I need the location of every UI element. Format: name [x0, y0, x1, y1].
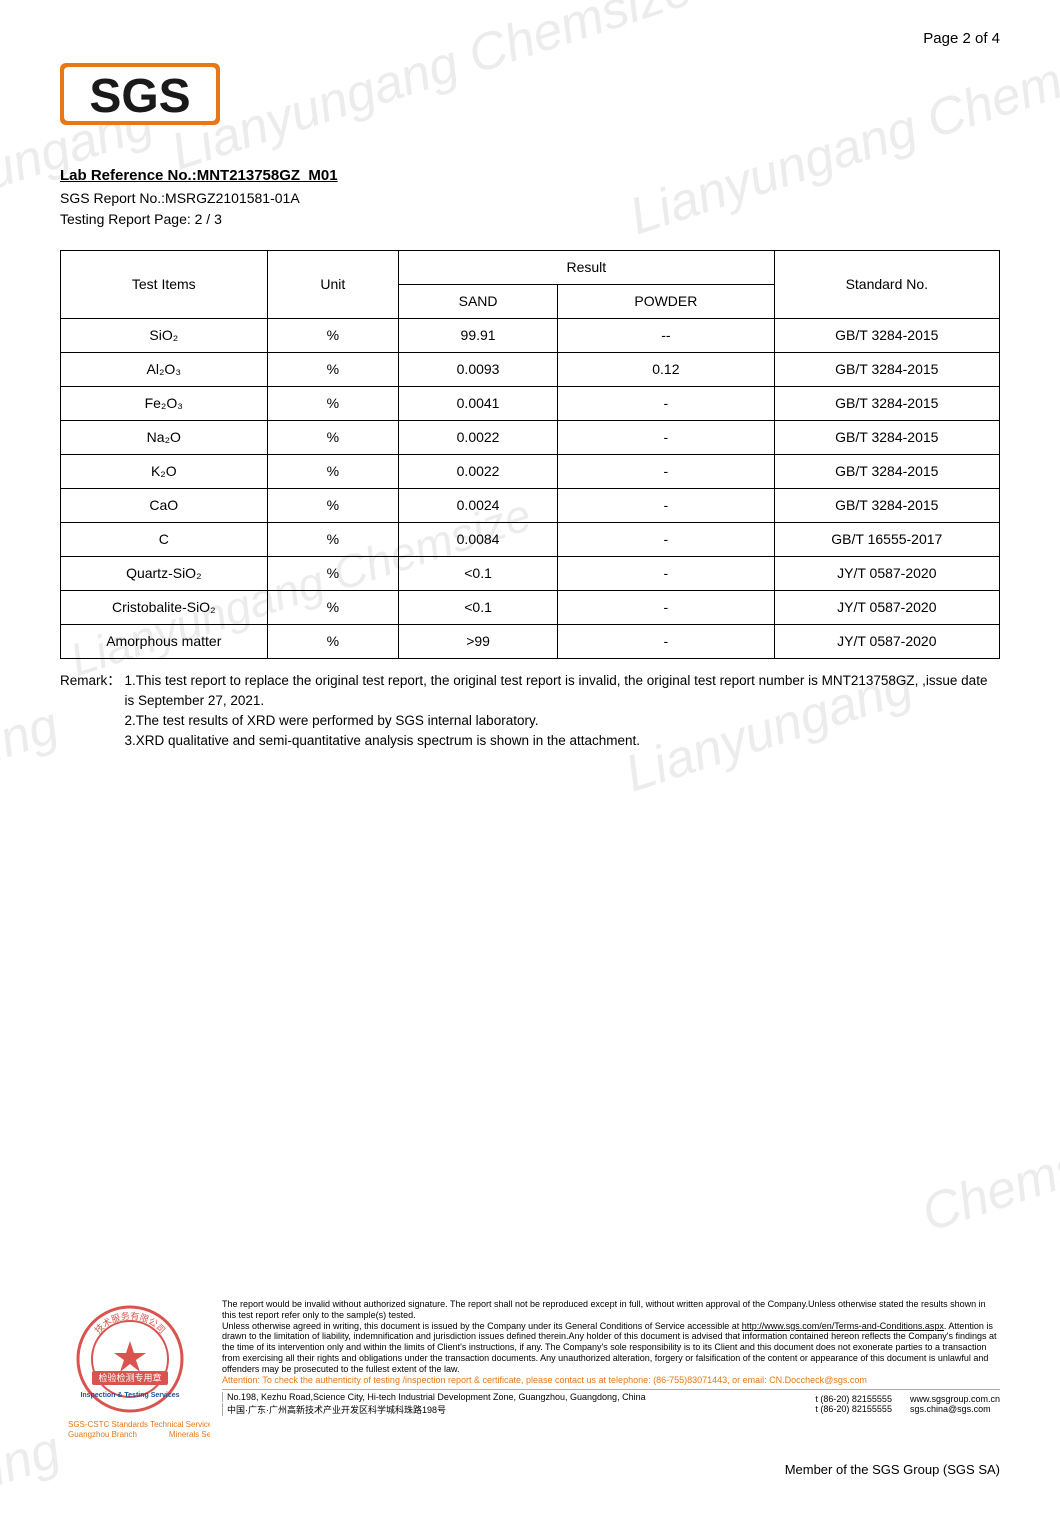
report-header: Lab Reference No.:MNT213758GZ_M01 SGS Re… [60, 165, 1000, 230]
svg-text:SGS-CSTC Standards Technical S: SGS-CSTC Standards Technical Services Co… [68, 1420, 210, 1429]
table-cell: % [267, 454, 398, 488]
table-row: CaO%0.0024-GB/T 3284-2015 [61, 488, 1000, 522]
col-unit: Unit [267, 250, 398, 318]
table-cell: 0.0084 [399, 522, 558, 556]
table-cell: Cristobalite-SiO₂ [61, 590, 268, 624]
table-cell: % [267, 556, 398, 590]
svg-text:Inspection & Testing Services: Inspection & Testing Services [80, 1392, 179, 1399]
table-cell: Na₂O [61, 420, 268, 454]
disclaimer-text: The report would be invalid without auth… [222, 1299, 1000, 1385]
table-cell: % [267, 420, 398, 454]
remark-line-1: 1.This test report to replace the origin… [125, 673, 988, 708]
table-cell: GB/T 3284-2015 [774, 318, 999, 352]
table-cell: - [558, 624, 775, 658]
table-cell: Al₂O₃ [61, 352, 268, 386]
remark-block: Remark： 1.This test report to replace th… [60, 671, 1000, 752]
table-cell: GB/T 3284-2015 [774, 488, 999, 522]
table-cell: 0.0041 [399, 386, 558, 420]
terms-link[interactable]: http://www.sgs.com/en/Terms-and-Conditio… [742, 1321, 944, 1331]
company-stamp: 技术服务有限公司 检验检测专用章 Inspection & Testing Se… [60, 1299, 210, 1444]
table-cell: 0.0022 [399, 454, 558, 488]
table-row: Quartz-SiO₂%<0.1-JY/T 0587-2020 [61, 556, 1000, 590]
table-cell: JY/T 0587-2020 [774, 624, 999, 658]
results-table: Test Items Unit Result Standard No. SAND… [60, 250, 1000, 659]
table-cell: % [267, 488, 398, 522]
table-cell: -- [558, 318, 775, 352]
svg-text:检验检测专用章: 检验检测专用章 [98, 1372, 161, 1383]
attention-text: Attention: To check the authenticity of … [222, 1375, 867, 1385]
remark-label: Remark： [60, 671, 121, 691]
table-cell: - [558, 522, 775, 556]
table-cell: % [267, 624, 398, 658]
table-row: Fe₂O₃%0.0041-GB/T 3284-2015 [61, 386, 1000, 420]
watermark: nyung [0, 1420, 67, 1520]
table-row: Na₂O%0.0022-GB/T 3284-2015 [61, 420, 1000, 454]
website: www.sgsgroup.com.cn [910, 1394, 1000, 1404]
lab-reference-no: Lab Reference No.:MNT213758GZ_M01 [60, 165, 1000, 188]
sgs-logo: SGS [60, 57, 1000, 135]
table-cell: JY/T 0587-2020 [774, 590, 999, 624]
table-row: Cristobalite-SiO₂%<0.1-JY/T 0587-2020 [61, 590, 1000, 624]
watermark: Chems [915, 1136, 1060, 1244]
table-cell: K₂O [61, 454, 268, 488]
watermark: anyung [0, 695, 66, 805]
address-chinese: 中国·广东·广州高新技术产业开发区科学城科珠路198号 [222, 1403, 646, 1416]
table-cell: GB/T 16555-2017 [774, 522, 999, 556]
table-cell: <0.1 [399, 590, 558, 624]
col-test-items: Test Items [61, 250, 268, 318]
table-cell: SiO₂ [61, 318, 268, 352]
table-row: Amorphous matter%>99-JY/T 0587-2020 [61, 624, 1000, 658]
member-line: Member of the SGS Group (SGS SA) [60, 1462, 1000, 1477]
table-cell: - [558, 386, 775, 420]
table-row: SiO₂%99.91--GB/T 3284-2015 [61, 318, 1000, 352]
table-cell: - [558, 556, 775, 590]
table-cell: Fe₂O₃ [61, 386, 268, 420]
table-cell: % [267, 318, 398, 352]
table-cell: 0.12 [558, 352, 775, 386]
address-english: No.198, Kezhu Road,Science City, Hi-tech… [222, 1392, 646, 1402]
table-cell: % [267, 386, 398, 420]
table-cell: GB/T 3284-2015 [774, 420, 999, 454]
table-row: Al₂O₃%0.00930.12GB/T 3284-2015 [61, 352, 1000, 386]
table-cell: JY/T 0587-2020 [774, 556, 999, 590]
table-cell: GB/T 3284-2015 [774, 454, 999, 488]
page-footer: 技术服务有限公司 检验检测专用章 Inspection & Testing Se… [60, 1299, 1000, 1477]
svg-text:SGS: SGS [89, 70, 190, 123]
table-cell: Amorphous matter [61, 624, 268, 658]
table-cell: - [558, 590, 775, 624]
table-cell: - [558, 420, 775, 454]
table-cell: - [558, 454, 775, 488]
table-cell: GB/T 3284-2015 [774, 352, 999, 386]
table-cell: 99.91 [399, 318, 558, 352]
table-cell: 0.0093 [399, 352, 558, 386]
table-cell: % [267, 590, 398, 624]
contact-email: sgs.china@sgs.com [910, 1404, 991, 1414]
col-result: Result [399, 250, 775, 284]
page-number: Page 2 of 4 [60, 30, 1000, 47]
table-row: K₂O%0.0022-GB/T 3284-2015 [61, 454, 1000, 488]
col-powder: POWDER [558, 284, 775, 318]
sgs-report-no: SGS Report No.:MSRGZ2101581-01A [60, 188, 1000, 209]
table-cell: <0.1 [399, 556, 558, 590]
table-row: C%0.0084-GB/T 16555-2017 [61, 522, 1000, 556]
tel-2: t (86-20) 82155555 [815, 1404, 892, 1414]
table-cell: - [558, 488, 775, 522]
table-cell: C [61, 522, 268, 556]
remark-line-2: 2.The test results of XRD were performed… [125, 713, 539, 728]
table-cell: % [267, 522, 398, 556]
tel-1: t (86-20) 82155555 [815, 1394, 892, 1404]
table-cell: GB/T 3284-2015 [774, 386, 999, 420]
remark-line-3: 3.XRD qualitative and semi-quantitative … [125, 733, 641, 748]
table-cell: 0.0024 [399, 488, 558, 522]
table-cell: % [267, 352, 398, 386]
table-cell: CaO [61, 488, 268, 522]
table-cell: Quartz-SiO₂ [61, 556, 268, 590]
address-row: No.198, Kezhu Road,Science City, Hi-tech… [222, 1389, 1000, 1416]
testing-report-page: Testing Report Page: 2 / 3 [60, 209, 1000, 230]
table-cell: 0.0022 [399, 420, 558, 454]
col-sand: SAND [399, 284, 558, 318]
svg-text:Guangzhou Branch Minerals S: Guangzhou Branch Minerals Service [68, 1430, 210, 1439]
table-cell: >99 [399, 624, 558, 658]
col-standard: Standard No. [774, 250, 999, 318]
